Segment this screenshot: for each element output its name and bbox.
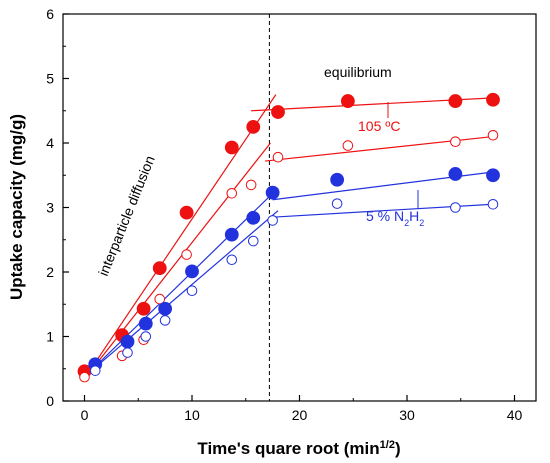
- data-point-s0-10: [486, 92, 500, 107]
- gas-label: 5 % N2H2: [366, 208, 424, 228]
- data-point-s1-0: [79, 371, 90, 383]
- data-point-s0-9: [448, 94, 463, 108]
- fit-line-s3-1: [87, 210, 279, 375]
- y-tick-label-6: 6: [46, 6, 54, 22]
- data-point-s2-1: [120, 334, 135, 349]
- y-tick-label-3: 3: [46, 200, 54, 216]
- y-tick-label-0: 0: [46, 393, 54, 409]
- data-point-s2-4: [185, 264, 199, 279]
- data-point-s3-6: [247, 235, 259, 247]
- data-point-s3-8: [331, 198, 343, 209]
- y-tick-label-2: 2: [46, 264, 54, 280]
- data-point-s2-6: [246, 210, 261, 225]
- diffusion-label: interparticle diffusion: [95, 153, 158, 278]
- data-point-s1-7: [272, 151, 284, 163]
- fit-line-s2-1: [87, 187, 279, 375]
- data-point-s1-10: [487, 129, 499, 141]
- y-tick-label-4: 4: [46, 135, 54, 151]
- x-tick-label-4: 40: [507, 407, 523, 423]
- y-tick-label-5: 5: [46, 71, 54, 87]
- data-point-s2-2: [138, 316, 153, 331]
- data-point-s0-2: [136, 301, 151, 316]
- data-point-s1-5: [226, 188, 238, 199]
- data-point-s1-6: [245, 179, 257, 191]
- data-point-s3-5: [226, 254, 238, 266]
- data-point-s2-9: [448, 167, 463, 181]
- data-point-s3-9: [450, 202, 461, 213]
- data-point-s2-5: [224, 227, 239, 242]
- data-point-s3-1: [122, 347, 133, 358]
- data-point-s1-8: [342, 140, 354, 151]
- data-point-s3-4: [186, 285, 198, 297]
- data-point-s0-3: [152, 261, 167, 276]
- data-point-s0-6: [246, 119, 261, 134]
- data-point-s0-4: [179, 205, 194, 220]
- data-point-s3-7: [267, 215, 278, 226]
- data-point-s2-8: [330, 172, 345, 187]
- data-point-s3-2: [140, 331, 152, 342]
- x-axis-title: Time's quare root (min1/2): [197, 439, 400, 458]
- x-tick-label-2: 20: [292, 407, 308, 423]
- x-axis-title-sup: 1/2: [380, 439, 395, 451]
- x-tick-label-1: 10: [184, 407, 200, 423]
- data-point-s3-3: [159, 315, 171, 326]
- data-point-s0-7: [271, 105, 285, 119]
- data-point-s2-7: [265, 185, 280, 200]
- data-point-s3-10: [487, 198, 499, 210]
- data-point-s0-5: [224, 140, 239, 155]
- data-point-s0-8: [340, 94, 355, 108]
- data-point-s2-3: [158, 301, 173, 316]
- data-point-s1-3: [154, 293, 166, 305]
- fit-line-s1-1: [81, 142, 271, 383]
- data-point-s1-9: [450, 136, 461, 148]
- y-axis-title: Uptake capacity (mg/g): [7, 114, 26, 300]
- data-point-s1-4: [181, 249, 192, 260]
- x-tick-label-3: 30: [399, 407, 415, 423]
- data-point-s2-10: [486, 168, 500, 183]
- y-tick-label-1: 1: [46, 329, 54, 345]
- temperature-label: 105 ºC: [358, 118, 400, 134]
- equilibrium-label: equilibrium: [324, 64, 392, 80]
- fit-line-s0-1: [81, 94, 277, 382]
- x-tick-label-0: 0: [81, 407, 89, 423]
- data-point-s3-0: [89, 365, 101, 376]
